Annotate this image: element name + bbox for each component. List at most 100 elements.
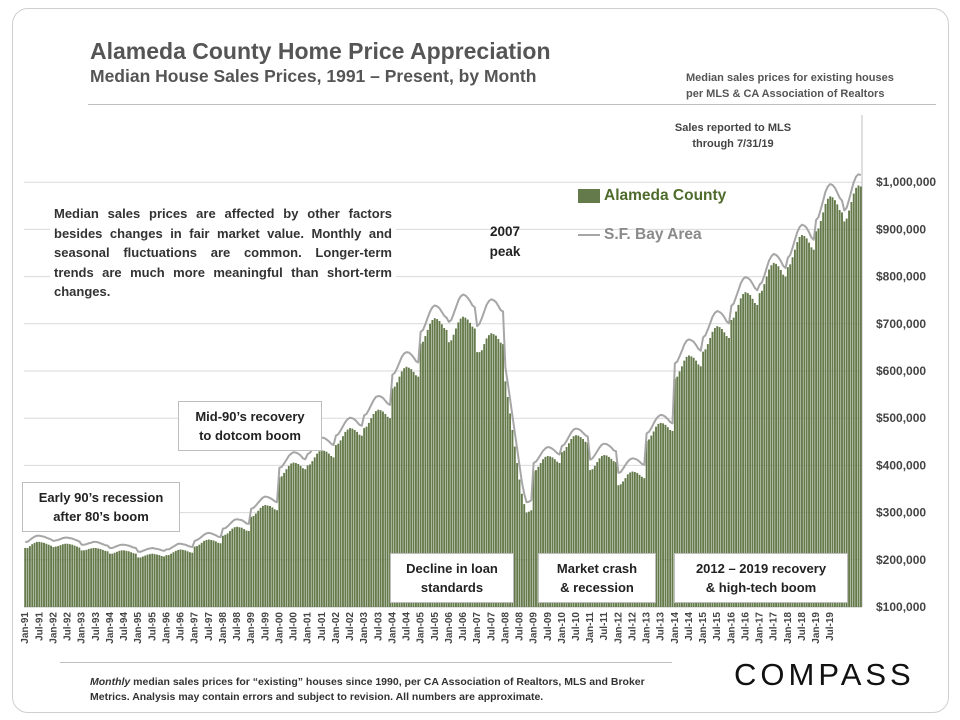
bar bbox=[436, 319, 439, 607]
x-tick-label: Jan-93 bbox=[77, 612, 88, 644]
bar bbox=[779, 269, 782, 607]
bar bbox=[344, 431, 347, 607]
x-tick-label: Jul-14 bbox=[684, 612, 695, 641]
x-tick-label: Jan-04 bbox=[387, 612, 398, 644]
bar bbox=[391, 388, 394, 607]
bar bbox=[153, 554, 156, 607]
bar bbox=[643, 478, 646, 607]
y-tick-label: $300,000 bbox=[876, 506, 926, 520]
bar bbox=[158, 555, 161, 607]
bar bbox=[398, 376, 401, 607]
x-tick-label: Jul-08 bbox=[515, 612, 526, 641]
bar bbox=[492, 334, 495, 607]
bar bbox=[403, 368, 406, 607]
bar bbox=[83, 550, 85, 607]
mid-90s-callout: Mid-90’s recovery to dotcom boom bbox=[178, 401, 322, 451]
bar bbox=[405, 366, 408, 607]
bar bbox=[438, 320, 441, 607]
bar bbox=[850, 202, 853, 607]
bar bbox=[749, 295, 752, 607]
x-tick-label: Jul-06 bbox=[458, 612, 469, 641]
x-tick-label: Jan-92 bbox=[48, 612, 59, 644]
bar bbox=[523, 504, 526, 607]
bar bbox=[71, 544, 74, 607]
bar bbox=[309, 464, 311, 607]
bar bbox=[685, 356, 688, 607]
bar bbox=[414, 375, 417, 607]
bar bbox=[97, 548, 100, 607]
bar bbox=[502, 344, 504, 607]
bar bbox=[697, 364, 700, 607]
bar bbox=[283, 472, 286, 607]
x-tick-label: Jul-10 bbox=[571, 612, 582, 641]
bar bbox=[379, 410, 382, 607]
bar bbox=[671, 430, 674, 607]
x-tick-label: Jul-96 bbox=[176, 612, 187, 641]
bar bbox=[297, 463, 300, 607]
bar bbox=[706, 344, 709, 607]
y-tick-label: $700,000 bbox=[876, 317, 926, 331]
bar bbox=[650, 435, 653, 607]
bar bbox=[73, 545, 76, 607]
peak-2007-line1: 2007 bbox=[489, 224, 521, 239]
x-tick-label: Jul-97 bbox=[204, 612, 215, 641]
chart-title: Alameda County Home Price Appreciation bbox=[90, 38, 551, 64]
bar bbox=[535, 470, 537, 607]
bar bbox=[575, 435, 577, 607]
peak-2007-label: 2007 peak bbox=[470, 222, 540, 262]
peak-2007-line2: peak bbox=[489, 244, 521, 259]
bar bbox=[753, 303, 756, 607]
bar bbox=[174, 550, 177, 607]
bar bbox=[193, 546, 196, 607]
bar bbox=[796, 242, 799, 607]
explanation-note: Median sales prices are affected by othe… bbox=[50, 204, 396, 302]
crash-line2: & recession bbox=[560, 580, 634, 595]
x-tick-label: Jul-98 bbox=[232, 612, 243, 641]
bar bbox=[704, 349, 707, 607]
bar bbox=[497, 338, 500, 607]
x-tick-label: Jul-01 bbox=[317, 612, 328, 641]
x-tick-label: Jul-05 bbox=[430, 612, 441, 641]
early-90s-callout: Early 90’s recession after 80’s boom bbox=[22, 482, 180, 532]
bar bbox=[600, 455, 603, 607]
bar bbox=[236, 526, 238, 607]
bar bbox=[313, 457, 316, 607]
bar bbox=[160, 556, 163, 607]
x-tick-label: Jul-11 bbox=[599, 612, 610, 641]
x-tick-label: Jan-12 bbox=[613, 612, 624, 644]
bar bbox=[539, 463, 542, 607]
bar bbox=[455, 328, 457, 607]
bar bbox=[108, 553, 111, 607]
bar bbox=[134, 553, 137, 607]
legend-swatch-bayarea bbox=[578, 233, 600, 236]
bar bbox=[400, 371, 403, 607]
x-tick-label: Jul-15 bbox=[712, 612, 723, 641]
bar bbox=[363, 428, 366, 607]
bar bbox=[127, 551, 130, 607]
bar bbox=[596, 462, 599, 607]
bar bbox=[798, 236, 801, 607]
bar bbox=[372, 413, 375, 607]
bar bbox=[532, 471, 535, 607]
bar bbox=[716, 326, 719, 607]
bar bbox=[605, 455, 608, 607]
bar bbox=[217, 542, 220, 607]
bar bbox=[669, 430, 672, 607]
market-crash-callout: Market crash & recession bbox=[538, 553, 656, 603]
bar bbox=[464, 317, 467, 607]
bar bbox=[118, 550, 121, 607]
bar bbox=[673, 378, 676, 607]
bar bbox=[838, 210, 841, 608]
bar bbox=[789, 264, 792, 607]
bar bbox=[111, 553, 114, 607]
bar bbox=[680, 366, 683, 607]
x-tick-label: Jul-16 bbox=[740, 612, 751, 641]
bar bbox=[396, 382, 399, 607]
bar bbox=[556, 461, 559, 607]
bar bbox=[457, 322, 460, 607]
recovery-callout: 2012 – 2019 recovery & high-tech boom bbox=[674, 553, 848, 603]
bar bbox=[659, 422, 662, 607]
bar bbox=[688, 355, 690, 607]
bar bbox=[353, 430, 356, 607]
